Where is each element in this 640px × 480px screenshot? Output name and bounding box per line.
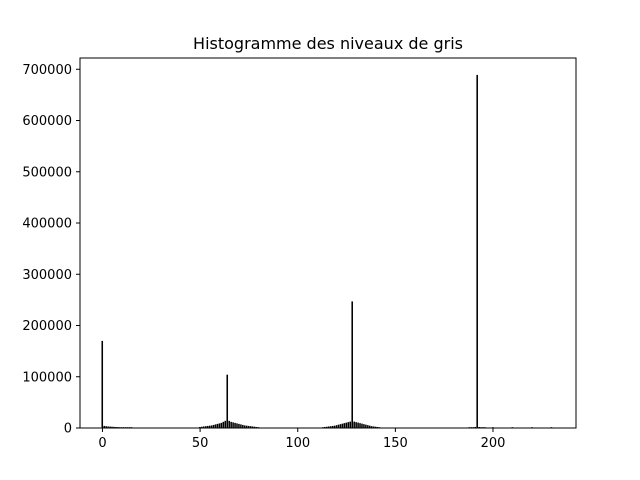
- y-tick-label: 200000: [22, 319, 72, 334]
- histogram-bar: [115, 426, 117, 428]
- histogram-bar: [216, 423, 219, 428]
- histogram-bar: [335, 425, 338, 428]
- histogram-bar: [351, 301, 353, 428]
- histogram-bar: [214, 424, 217, 428]
- histogram-bar: [374, 426, 377, 428]
- x-tick-label: 150: [383, 436, 408, 451]
- histogram-bar: [228, 420, 230, 428]
- chart-title: Histogramme des niveaux de gris: [193, 34, 463, 53]
- histogram-bar: [226, 374, 229, 428]
- histogram-bar: [109, 426, 111, 428]
- y-tick-label: 0: [64, 422, 72, 437]
- histogram-bar: [101, 340, 104, 428]
- histogram-bar: [201, 426, 203, 428]
- histogram-bar: [367, 425, 369, 428]
- histogram-bar: [247, 425, 250, 428]
- histogram-bar: [255, 426, 258, 428]
- histogram-bar: [103, 425, 105, 428]
- x-tick-label: 200: [481, 436, 506, 451]
- x-tick-label: 0: [98, 436, 106, 451]
- histogram-bar: [203, 426, 205, 428]
- histogram-bar: [355, 422, 357, 428]
- histogram-bar: [359, 423, 361, 428]
- histogram-bar: [249, 426, 252, 428]
- histogram-bar: [372, 426, 375, 428]
- histogram-bar: [476, 74, 478, 428]
- y-tick-label: 500000: [22, 165, 72, 180]
- histogram-bar: [113, 426, 115, 428]
- histogram-bar: [204, 426, 207, 428]
- histogram-bar: [365, 424, 367, 428]
- histogram-bar: [199, 426, 201, 428]
- histogram-bar: [208, 425, 211, 428]
- x-tick-label: 100: [285, 436, 310, 451]
- histogram-bar: [222, 421, 225, 428]
- histogram-bar: [329, 426, 332, 428]
- x-tick-label: 50: [192, 436, 209, 451]
- histogram-bar: [337, 424, 340, 428]
- histogram-bar: [478, 426, 480, 428]
- y-tick-label: 600000: [22, 114, 72, 129]
- axes-layer: 0 50 100 150 200 0 100000 200000 300000 400000 500…: [22, 63, 505, 451]
- histogram-bar: [341, 423, 344, 428]
- histogram-bar: [253, 426, 256, 428]
- histogram-bar: [105, 426, 107, 428]
- histogram-bar: [345, 422, 348, 428]
- histogram-bar: [349, 421, 352, 428]
- y-tick-label: 700000: [22, 63, 72, 78]
- histogram-bar: [232, 422, 234, 428]
- histogram-bar: [238, 423, 240, 428]
- histogram-bar: [218, 423, 221, 428]
- histogram-bar: [240, 424, 242, 428]
- histogram-bar: [230, 421, 232, 428]
- histogram-bar: [357, 422, 359, 428]
- plot-frame: [79, 57, 577, 429]
- histogram-bar: [234, 422, 236, 428]
- histogram-bar: [107, 426, 109, 428]
- histogram-bar: [339, 424, 342, 428]
- bars-layer: [101, 74, 553, 428]
- histogram-bar: [369, 425, 371, 428]
- histogram-bar: [370, 426, 373, 428]
- histogram-bar: [347, 422, 350, 428]
- histogram-bar: [343, 423, 346, 428]
- histogram-bar: [376, 426, 379, 428]
- histogram-bar: [331, 425, 334, 428]
- histogram-bar: [361, 423, 363, 428]
- histogram-bar: [324, 426, 326, 428]
- y-tick-label: 100000: [22, 370, 72, 385]
- histogram-bar: [333, 425, 336, 428]
- histogram-bar: [251, 426, 254, 428]
- y-tick-label: 300000: [22, 268, 72, 283]
- histogram-bar: [242, 424, 244, 428]
- histogram-bar: [224, 420, 227, 428]
- histogram-bar: [363, 424, 365, 428]
- histogram-bar: [328, 426, 330, 428]
- histogram-bar: [244, 425, 246, 428]
- histogram-bar: [111, 426, 113, 428]
- histogram-bar: [245, 425, 248, 428]
- histogram-bar: [353, 421, 355, 428]
- histogram-bar: [326, 426, 328, 428]
- histogram-bar: [236, 423, 238, 428]
- histogram-bar: [220, 422, 223, 428]
- histogram-bar: [212, 424, 215, 428]
- y-tick-label: 400000: [22, 217, 72, 232]
- histogram-bar: [210, 425, 213, 428]
- histogram-bar: [474, 426, 477, 428]
- histogram-bar: [206, 425, 209, 428]
